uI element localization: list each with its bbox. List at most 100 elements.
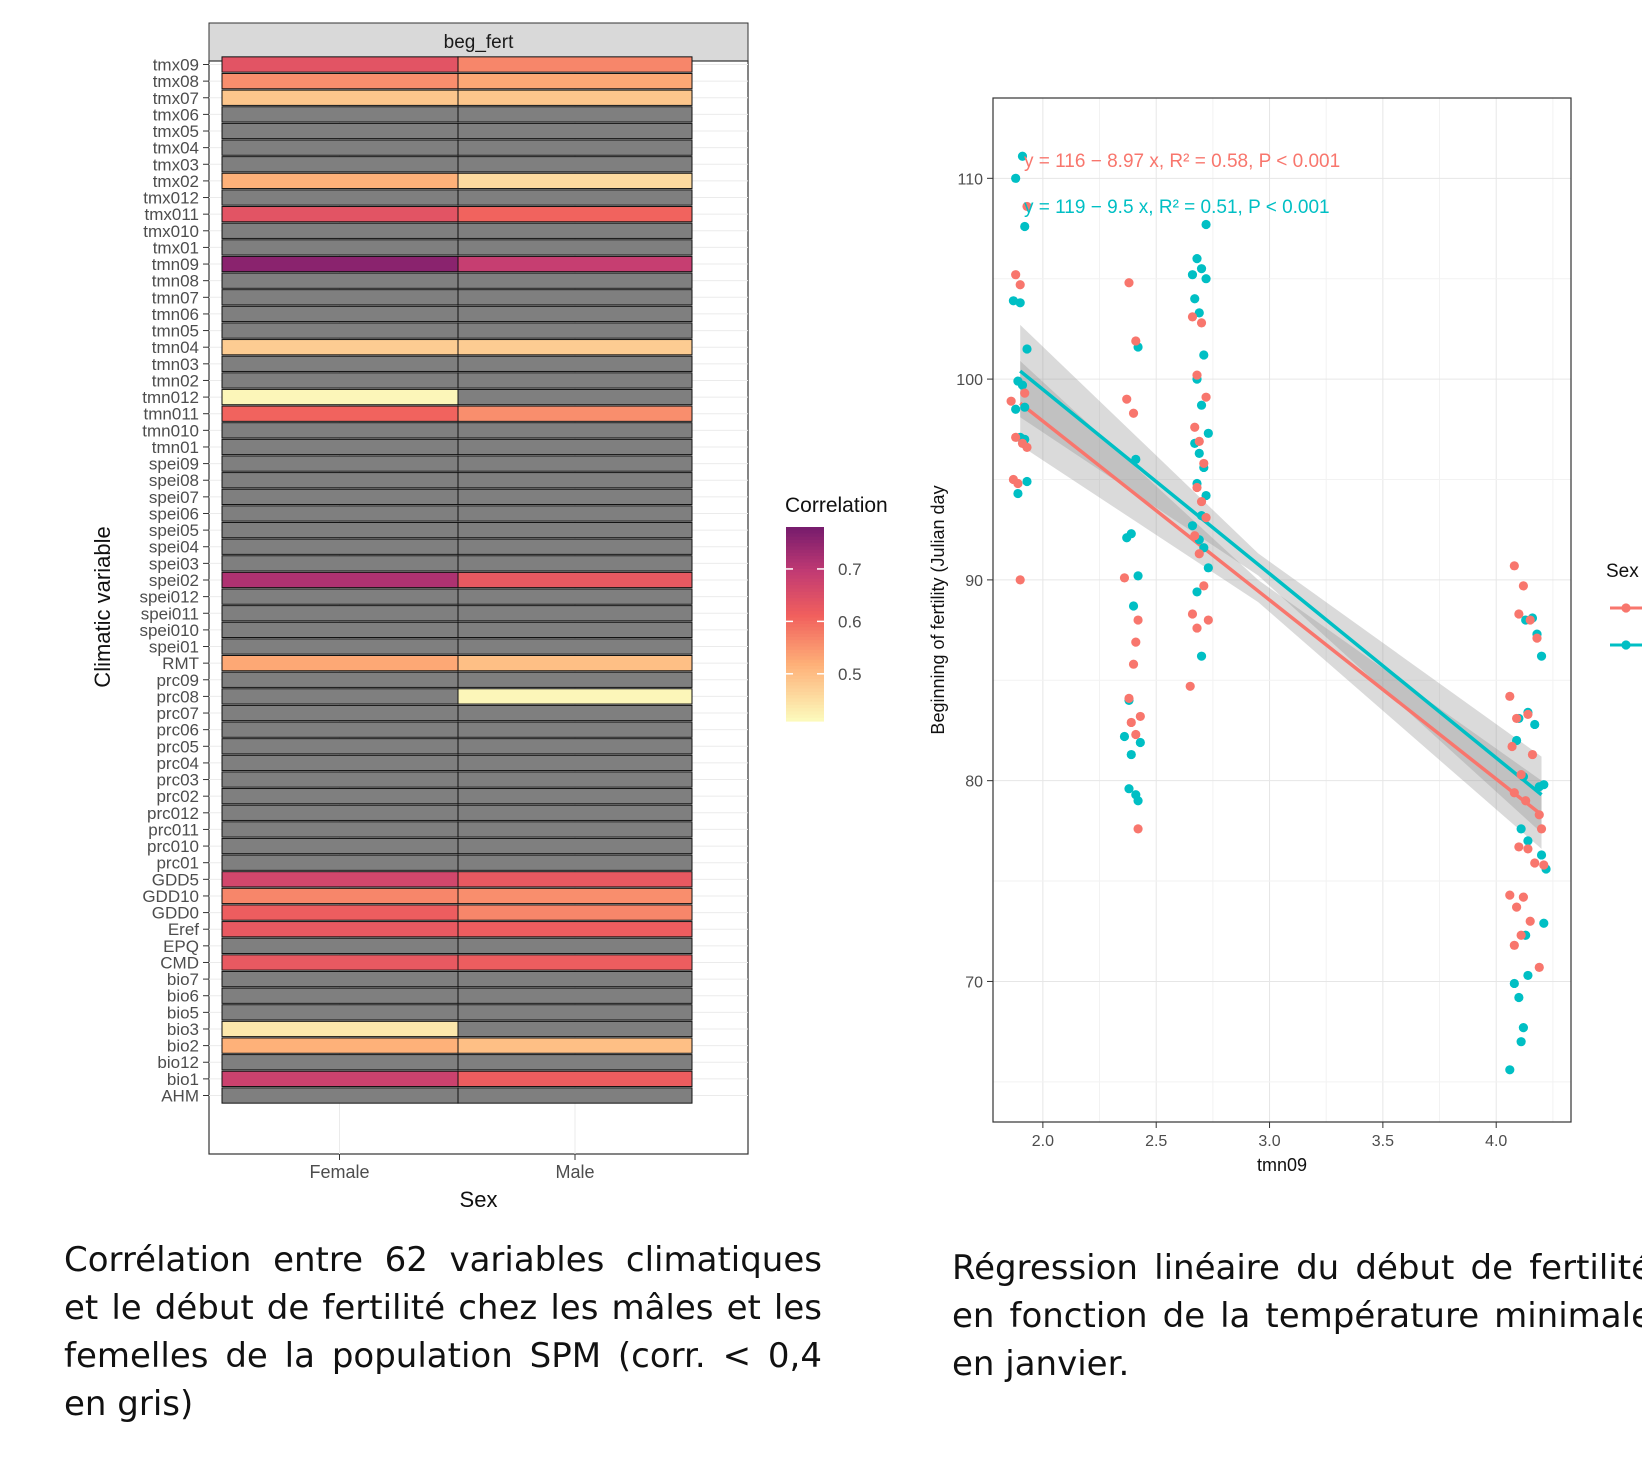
heatmap-cell-male <box>457 721 693 738</box>
colorbar-segment <box>786 607 824 612</box>
heatmap-y-tick-label: prc09 <box>156 671 199 690</box>
data-point <box>1124 278 1134 288</box>
heatmap-y-tick-label: tmn08 <box>152 272 199 291</box>
data-point <box>1192 254 1202 264</box>
data-point <box>1509 788 1519 798</box>
colorbar-segment <box>786 704 824 709</box>
colorbar-segment <box>786 611 824 615</box>
heatmap-cell-female <box>221 239 459 256</box>
heatmap-cell-male <box>457 122 693 140</box>
regression-equations: y = 116 − 8.97 x, R² = 0.58, P < 0.001 y … <box>1024 151 1340 218</box>
data-point <box>1509 561 1519 571</box>
colorbar-segment <box>786 624 824 628</box>
data-point <box>1017 151 1028 161</box>
data-point <box>1133 615 1143 625</box>
heatmap-y-tick-label: tmx03 <box>153 155 199 174</box>
heatmap-y-tick-label: spei06 <box>149 504 199 523</box>
heatmap-cell-female <box>221 754 459 772</box>
colorbar-segment <box>786 556 824 560</box>
data-point <box>1015 575 1025 585</box>
colorbar-segment <box>786 708 824 712</box>
heatmap-cell-female <box>221 189 459 206</box>
heatmap-cell-male <box>457 305 693 323</box>
colorbar-segment <box>786 656 824 661</box>
colorbar-segment <box>786 536 824 541</box>
heatmap-cell-male <box>457 72 693 90</box>
heatmap-y-tick-label: tmx010 <box>143 222 199 241</box>
heatmap-cell-female <box>221 156 459 173</box>
heatmap-cell-male <box>457 206 693 223</box>
data-point <box>1015 280 1025 290</box>
heatmap-y-tick-label: spei05 <box>149 521 199 540</box>
heatmap-cell-female <box>221 654 459 672</box>
heatmap-cell-female <box>221 704 459 722</box>
colorbar-segment <box>786 649 824 654</box>
colorbar-segment <box>786 640 824 644</box>
colorbar-segment <box>786 533 824 538</box>
heatmap-y-axis-title: Climatic variable <box>90 526 115 687</box>
heatmap-cell-female <box>221 1054 459 1071</box>
regression-equation: y = 119 − 9.5 x, R² = 0.51, P < 0.001 <box>1024 197 1330 218</box>
colorbar-segment <box>786 572 824 577</box>
data-point <box>1530 719 1540 730</box>
heatmap-cell-male <box>457 106 693 123</box>
colorbar-segment <box>786 591 824 596</box>
colorbar-segment <box>786 701 824 706</box>
data-point <box>1124 784 1134 794</box>
heatmap-y-tick-label: tmx012 <box>143 189 199 208</box>
data-point <box>1194 308 1204 318</box>
heatmap-y-tick-label: GDD5 <box>152 870 199 889</box>
heatmap-cell-male <box>457 222 693 239</box>
data-point <box>1509 940 1519 950</box>
data-point <box>1133 571 1143 581</box>
heatmap-cell-male <box>457 621 693 639</box>
heatmap-cell-female <box>221 56 459 73</box>
heatmap-cell-female <box>221 1037 459 1054</box>
heatmap-y-tick-label: tmn07 <box>152 288 199 307</box>
heatmap-y-tick-label: tmx011 <box>145 205 200 224</box>
data-point <box>1135 737 1145 748</box>
heatmap-cell-male <box>457 521 693 539</box>
heatmap-y-tick-label: tmn01 <box>152 438 199 457</box>
heatmap-cell-female <box>221 987 459 1004</box>
data-point <box>1187 312 1198 322</box>
data-point <box>1521 796 1531 806</box>
colorbar-tick-label: 0.6 <box>838 612 862 631</box>
data-point <box>1011 173 1021 183</box>
heatmap-y-tick-label: prc04 <box>156 754 199 773</box>
heatmap-cell-female <box>221 206 459 223</box>
scatter-x-tick-label: 2.0 <box>1032 1133 1054 1150</box>
colorbar-segment <box>786 662 824 667</box>
heatmap-y-tick-label: spei03 <box>149 554 199 573</box>
data-point <box>1022 442 1032 452</box>
legend-key-background <box>1604 588 1642 664</box>
heatmap-cell-male <box>457 189 693 206</box>
data-point <box>1203 563 1213 573</box>
data-point <box>1192 587 1202 597</box>
heatmap-cell-female <box>221 339 459 356</box>
heatmap-cell-female <box>221 621 459 639</box>
caption-correlation: Corrélation entre 62 variables climatiqu… <box>64 1240 822 1424</box>
regression-line <box>1019 369 1543 797</box>
colorbar-segment <box>786 562 824 567</box>
colorbar-segment <box>786 601 824 606</box>
scatter-points <box>1006 151 1551 1075</box>
heatmap-cell-male <box>457 1037 693 1054</box>
data-point <box>1133 824 1143 834</box>
heatmap-cell-male <box>457 704 693 722</box>
data-point <box>1514 992 1524 1003</box>
heatmap-cell-male <box>457 388 693 406</box>
heatmap-y-tick-label: prc08 <box>156 687 199 706</box>
data-point <box>1124 693 1134 703</box>
heatmap-y-tick-label: tmn010 <box>142 421 199 440</box>
heatmap-cell-male <box>457 239 693 256</box>
colorbar-segment <box>786 682 824 687</box>
scatter-y-tick-label: 100 <box>956 372 983 389</box>
colorbar-segment <box>786 581 824 586</box>
data-point <box>1006 396 1016 406</box>
regression-line <box>1019 401 1543 817</box>
scatter-y-tick-label: 70 <box>965 974 983 991</box>
scatter-x-tick-label: 2.5 <box>1145 1133 1167 1150</box>
data-point <box>1135 711 1145 722</box>
data-point <box>1507 741 1517 752</box>
